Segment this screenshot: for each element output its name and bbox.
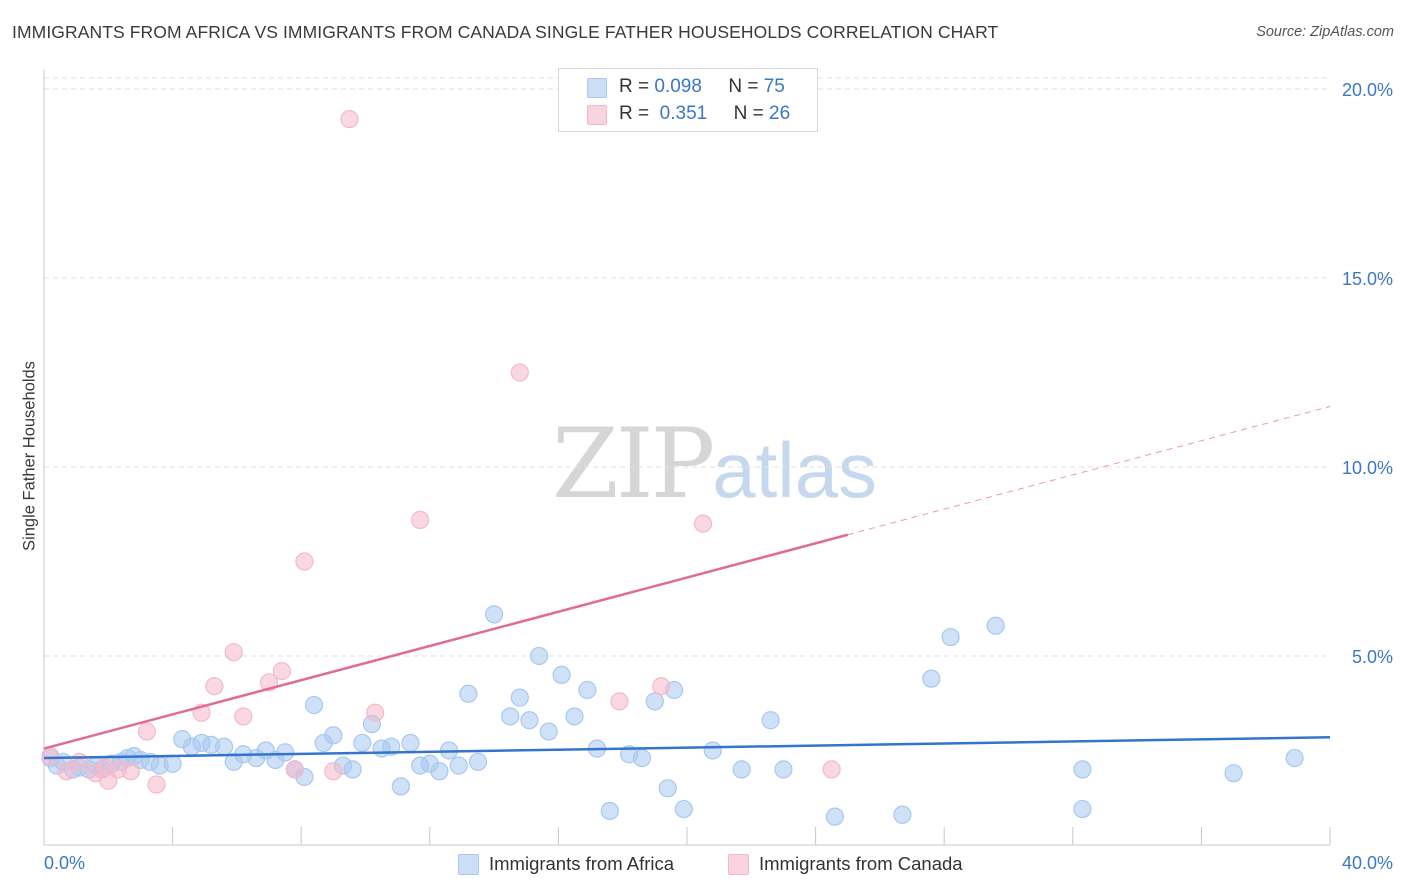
point-canada — [610, 692, 629, 711]
point-canada — [41, 747, 60, 766]
stats-n-value: 75 — [763, 76, 785, 97]
point-africa — [761, 711, 780, 730]
stats-n-label: N = — [728, 76, 759, 97]
chart-title: IMMIGRANTS FROM AFRICA VS IMMIGRANTS FRO… — [12, 22, 999, 42]
point-canada — [366, 703, 385, 722]
point-africa — [485, 605, 504, 624]
point-africa — [539, 722, 558, 741]
point-canada — [234, 707, 253, 726]
y-tick-label: 5.0% — [1352, 647, 1393, 667]
point-africa — [600, 801, 619, 821]
legend-label-canada: Immigrants from Canada — [759, 853, 963, 874]
point-canada — [272, 661, 292, 681]
y-tick-label: 15.0% — [1342, 269, 1393, 289]
point-africa — [941, 627, 960, 647]
x-tick-label: 40.0% — [1342, 853, 1393, 873]
stats-n-label: N = — [733, 103, 764, 124]
point-africa — [459, 684, 478, 703]
point-africa — [578, 680, 597, 700]
point-africa — [353, 733, 372, 753]
point-africa — [703, 741, 722, 760]
point-africa — [468, 752, 488, 771]
point-canada — [70, 752, 89, 771]
legend-swatch-africa — [458, 854, 479, 875]
point-africa — [382, 737, 401, 756]
point-africa — [520, 711, 539, 730]
source-label: Source: ZipAtlas.com — [1256, 24, 1394, 40]
point-africa — [449, 756, 468, 775]
point-canada — [652, 677, 671, 696]
point-africa — [510, 688, 529, 707]
x-tick-label: 0.0% — [44, 853, 85, 873]
point-africa — [986, 616, 1005, 635]
y-tick-label: 10.0% — [1342, 458, 1393, 478]
point-africa — [732, 760, 751, 779]
point-africa — [430, 762, 449, 781]
point-canada — [137, 722, 156, 741]
point-africa — [893, 805, 912, 824]
legend-label-africa: Immigrants from Africa — [489, 853, 675, 874]
point-canada — [205, 677, 224, 696]
stats-box: R = 0.098 N = 75 R = 0.351 N = 26 — [558, 68, 818, 132]
point-africa — [922, 669, 941, 688]
point-canada — [324, 762, 343, 781]
point-canada — [295, 552, 314, 571]
point-africa — [324, 726, 343, 745]
trendline-canada — [43, 533, 849, 750]
point-africa — [401, 733, 420, 753]
point-canada — [57, 762, 76, 781]
stats-swatch-africa — [587, 78, 607, 98]
point-africa — [501, 707, 520, 726]
legend-swatch-canada — [728, 854, 749, 875]
point-africa — [674, 799, 693, 819]
watermark-zip: ZIP — [552, 408, 715, 520]
y-tick-label: 20.0% — [1342, 80, 1393, 100]
stats-n-value: 26 — [769, 103, 791, 124]
point-africa — [645, 692, 664, 711]
point-africa — [774, 760, 793, 779]
point-africa — [632, 748, 652, 768]
point-africa — [343, 760, 362, 779]
point-canada — [147, 775, 166, 794]
point-canada — [510, 363, 529, 382]
watermark-atlas: atlas — [712, 426, 877, 514]
point-africa — [1224, 764, 1243, 783]
point-africa — [276, 743, 295, 762]
point-canada — [411, 510, 430, 529]
stats-r-label: R = — [619, 76, 650, 97]
point-canada — [693, 514, 713, 533]
stats-r-value: 0.098 — [654, 76, 702, 97]
point-africa — [825, 807, 844, 826]
point-africa — [391, 777, 410, 796]
point-canada — [224, 643, 243, 662]
stats-r-value: 0.351 — [659, 103, 708, 124]
point-africa — [658, 779, 677, 798]
stats-swatch-canada — [587, 105, 607, 125]
point-africa — [1073, 760, 1092, 779]
point-africa — [552, 665, 571, 684]
point-africa — [565, 707, 584, 726]
stats-r-label: R = — [619, 103, 650, 124]
point-africa — [214, 737, 234, 756]
point-canada — [340, 110, 359, 129]
point-africa — [1285, 748, 1304, 768]
point-africa — [304, 696, 324, 715]
point-africa — [1073, 799, 1092, 819]
point-africa — [163, 754, 182, 773]
point-canada — [285, 760, 304, 779]
point-canada — [121, 762, 140, 781]
trendline-canada-extension — [847, 405, 1331, 536]
point-africa — [530, 646, 549, 666]
point-canada — [822, 760, 841, 779]
watermark: ZIPatlas — [552, 408, 877, 520]
trendline-africa — [43, 736, 1331, 760]
